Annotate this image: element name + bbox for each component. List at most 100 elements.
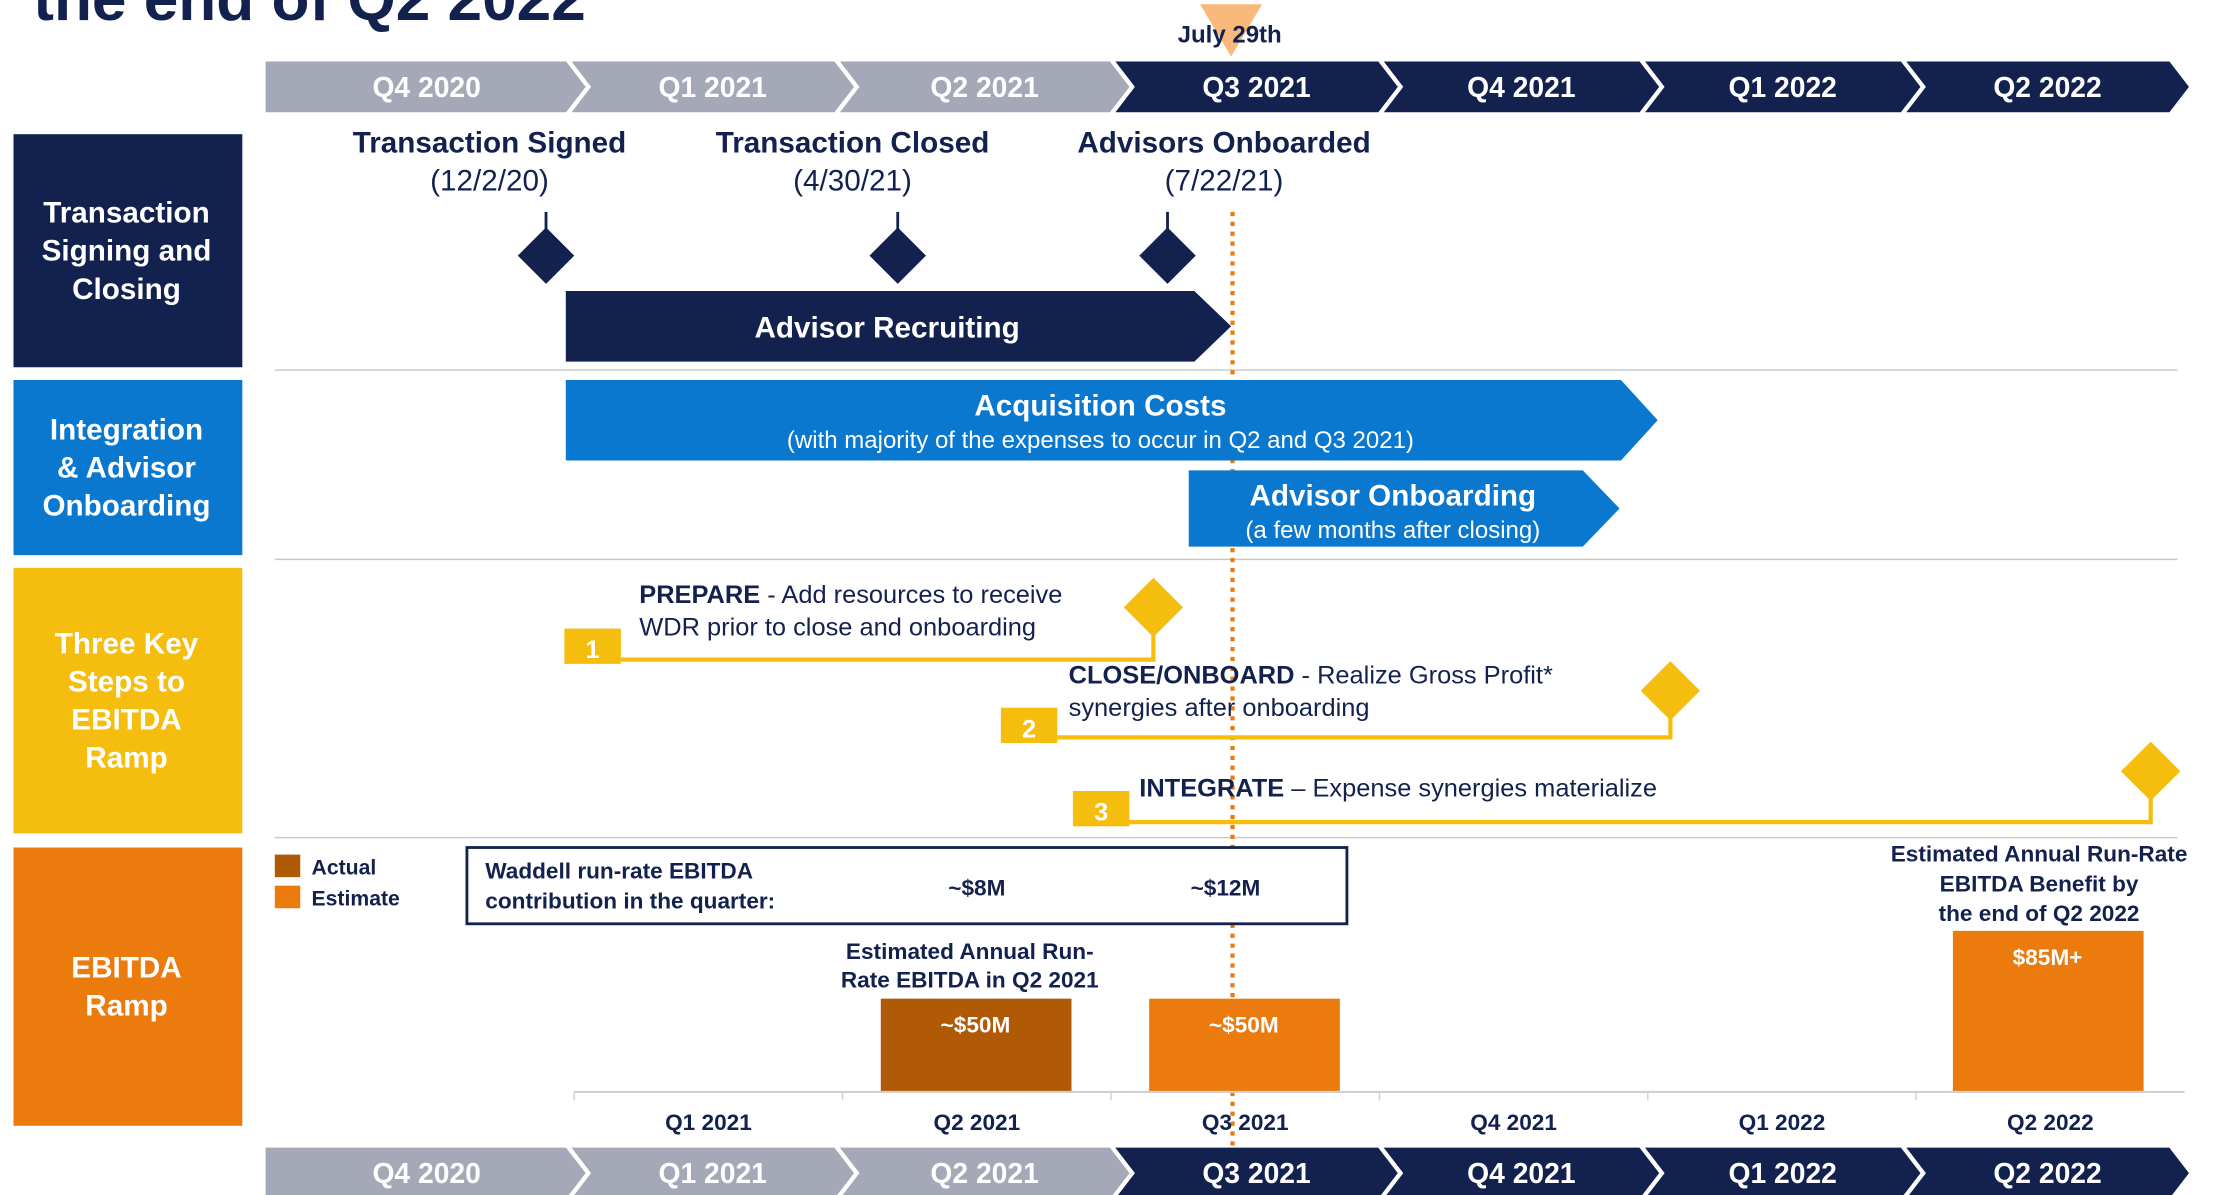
axis-label: Q3 2021 [1202, 1110, 1289, 1135]
title: the end of Q2 2022 [33, 0, 586, 34]
workstream-note: (with majority of the expenses to occur … [787, 427, 1414, 454]
quarter-label: Q1 2021 [659, 71, 767, 103]
quarter-chevron [1897, 1143, 2195, 1195]
box-value: ~$8M [948, 876, 1005, 901]
quarter-label: Q4 2020 [372, 71, 480, 103]
bar-label: $85M+ [2013, 945, 2083, 970]
axis-label: Q1 2022 [1739, 1110, 1826, 1135]
row-label-line: Signing and [42, 235, 212, 268]
annotation: Estimated Annual Run-Rate EBITDA Benefit … [1891, 842, 2188, 926]
step-text: PREPARE - Add resources to receive WDR pri… [639, 581, 1062, 641]
workstream-title: Advisor Recruiting [754, 312, 1019, 345]
legend-label: Actual [312, 856, 377, 879]
quarter-label: Q4 2021 [1467, 71, 1575, 103]
axis-label: Q4 2021 [1470, 1110, 1557, 1135]
step-name: INTEGRATE [1139, 775, 1284, 803]
legend-swatch [274, 854, 301, 878]
axis-label: Q2 2022 [2007, 1110, 2094, 1135]
row-label-line: Transaction [43, 196, 209, 229]
row-label-line: Onboarding [42, 490, 210, 523]
box-label-line: contribution in the quarter: [485, 888, 775, 913]
milestone-diamond [517, 227, 575, 284]
milestone-label: Advisors Onboarded [1077, 127, 1370, 160]
row-label-line: Steps to [68, 665, 185, 698]
step-desc: - Add resources to receive [767, 581, 1062, 609]
milestone-label: Transaction Closed [716, 127, 990, 160]
quarter-label: Q4 2020 [372, 1157, 480, 1189]
quarter-label: Q3 2021 [1202, 1157, 1310, 1189]
quarter-label: Q2 2022 [1993, 71, 2101, 103]
row-label-line: Three Key [55, 627, 199, 660]
annotation-line: Estimated Annual Run-Rate [1891, 842, 2188, 867]
step-diamond [1640, 661, 1701, 721]
milestone-diamond [869, 227, 926, 284]
milestone-diamond [1139, 227, 1196, 284]
marker-triangle [1200, 4, 1263, 57]
row-label-line: & Advisor [57, 451, 196, 484]
annotation-line: EBITDA Benefit by [1940, 871, 2139, 896]
step-badge [1072, 791, 1130, 827]
workstream-arrow [565, 290, 1232, 362]
box-label-line: Waddell run-rate EBITDA [485, 859, 753, 884]
step-desc: – Expense synergies materialize [1291, 775, 1657, 803]
milestone-label: Transaction Signed [353, 127, 627, 160]
milestone-date: (12/2/20) [430, 165, 549, 198]
row-box [13, 134, 243, 368]
milestone-date: (7/22/21) [1165, 165, 1284, 198]
workstream-note: (a few months after closing) [1245, 517, 1540, 544]
step-name: PREPARE [639, 581, 760, 609]
step-desc: synergies after onboarding [1069, 694, 1370, 722]
annotation-line: the end of Q2 2022 [1939, 901, 2140, 926]
row-label: Integration & Advisor Onboarding [42, 413, 210, 522]
workstream-title: Acquisition Costs [974, 389, 1226, 422]
quarter-label: Q2 2021 [930, 71, 1038, 103]
axis-label: Q2 2021 [933, 1110, 1020, 1135]
step-number: 3 [1094, 799, 1108, 827]
milestone-date: (4/30/21) [793, 165, 912, 198]
step-number: 2 [1022, 715, 1036, 743]
contribution-box [465, 846, 1349, 926]
ebitda-bar [880, 998, 1072, 1092]
row-box [13, 379, 243, 556]
quarter-label: Q2 2021 [930, 1157, 1038, 1189]
legend-label: Estimate [312, 887, 400, 910]
ebitda-bar [1952, 930, 2144, 1092]
quarter-chevron [1897, 57, 2195, 117]
row-label: Transaction Signing and Closing [42, 196, 212, 305]
ebitda-bar [1149, 998, 1340, 1092]
step-text: CLOSE/ONBOARD - Realize Gross Profit* syne… [1069, 662, 1553, 722]
workstream-arrow [1188, 470, 1620, 547]
quarter-label: Q4 2021 [1467, 1157, 1575, 1189]
step-name: CLOSE/ONBOARD [1069, 662, 1295, 690]
step-diamond [1123, 577, 1184, 638]
row-label-line: Integration [50, 413, 203, 446]
quarter-label: Q1 2022 [1728, 1157, 1836, 1189]
row-box [13, 567, 243, 834]
box-label: Waddell run-rate EBITDA contribution in t… [485, 859, 775, 914]
step-text: INTEGRATE – Expense synergies materialize [1139, 775, 1657, 803]
step-desc: WDR prior to close and onboarding [639, 614, 1036, 642]
box-value: ~$12M [1191, 876, 1261, 901]
workstream-title: Advisor Onboarding [1249, 480, 1536, 513]
row-label-line: Closing [72, 273, 181, 306]
row-label: Three Key Steps to EBITDA Ramp [55, 627, 199, 774]
quarter-label: Q3 2021 [1202, 71, 1310, 103]
marker-label: July 29th [1178, 21, 1282, 48]
quarter-label: Q1 2021 [659, 1157, 767, 1189]
row-label-line: EBITDA [71, 951, 181, 984]
annotation: Estimated Annual Run- Rate EBITDA in Q2 2… [841, 939, 1099, 992]
step-number: 1 [586, 636, 600, 664]
axis-label: Q1 2021 [665, 1110, 752, 1135]
row-label: EBITDA Ramp [71, 951, 181, 1022]
quarter-label: Q1 2022 [1728, 71, 1836, 103]
row-label-line: EBITDA [71, 704, 181, 737]
annotation-line: Rate EBITDA in Q2 2021 [841, 967, 1099, 992]
bar-label: ~$50M [941, 1013, 1011, 1038]
row-box [13, 847, 243, 1126]
workstream-arrow [565, 379, 1658, 461]
row-label-line: Ramp [85, 742, 167, 775]
step-diamond [2120, 741, 2181, 801]
row-label-line: Ramp [85, 990, 167, 1023]
legend-swatch [274, 885, 301, 909]
